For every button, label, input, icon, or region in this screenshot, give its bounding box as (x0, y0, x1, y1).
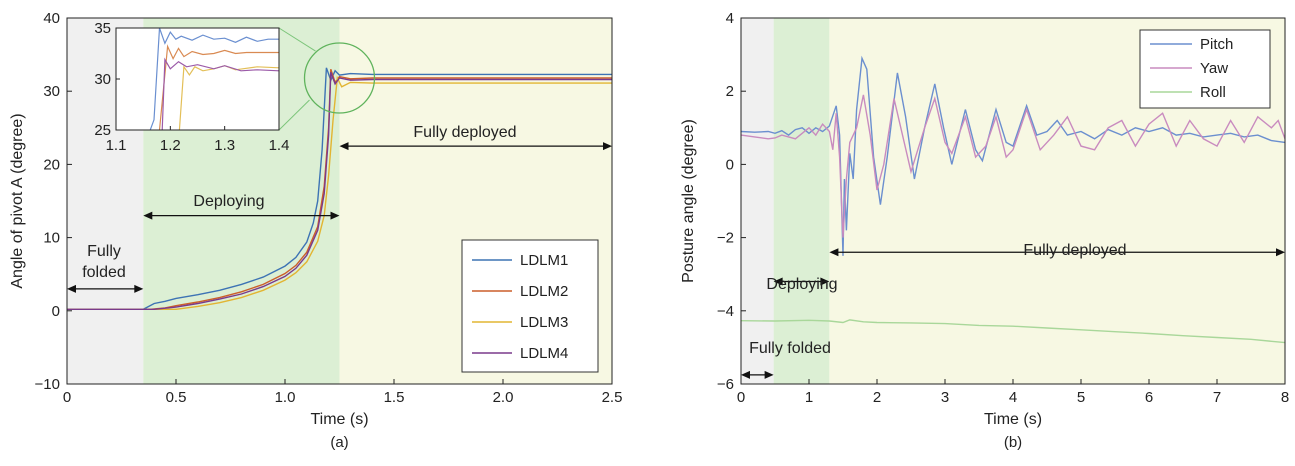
annotation-arrow-deploying-head-right (330, 211, 340, 220)
annotation-arrow-deployed-head-left (339, 142, 349, 151)
annotation-arrow-deploying-head-right (820, 277, 830, 286)
annotation-arrow-deployed-head-right (1276, 248, 1285, 257)
annotation-arrow-deploying-head-left (773, 277, 783, 286)
annotation-label-folded: folded (82, 264, 126, 281)
panel-caption: (a) (330, 434, 348, 451)
annotation-label-folded: Fully (87, 243, 121, 260)
x-tick-label: 6 (1145, 389, 1153, 406)
annotation-label-folded: Fully folded (749, 340, 831, 357)
phase-band-fully-folded (741, 18, 774, 384)
x-tick-label: 4 (1009, 389, 1017, 406)
annotation-arrow-folded-head-right (764, 370, 774, 379)
y-tick-label: −4 (717, 303, 734, 320)
zoom-circle (303, 42, 376, 114)
annotation-arrow-deploying-head-left (143, 211, 153, 220)
inset-series-line-ldlm2 (158, 44, 279, 130)
y-tick-label: −10 (35, 376, 60, 393)
inset-x-tick-label: 1.2 (160, 137, 181, 154)
annotation-label-deploying: Deploying (193, 193, 264, 210)
panel-caption: (b) (1004, 434, 1022, 451)
x-tick-label: 1 (805, 389, 813, 406)
inset-series-group (149, 28, 279, 130)
x-tick-label: 0 (737, 389, 745, 406)
series-line-pitch (741, 55, 1285, 256)
series-group (741, 55, 1285, 344)
phase-band-deploying (773, 18, 830, 384)
series-line-ldlm2 (67, 68, 612, 310)
legend-label-pitch: Pitch (1200, 36, 1233, 53)
inset-y-tick-label: 25 (94, 122, 111, 139)
x-axis-label: Time (s) (310, 411, 368, 428)
annotation-arrow-deployed-head-right (603, 142, 612, 151)
y-axis-label: Posture angle (degree) (680, 119, 697, 283)
y-tick-label: 30 (43, 83, 60, 100)
series-line-ldlm3 (67, 75, 612, 310)
x-tick-label: 0.5 (166, 389, 187, 406)
x-tick-label: 2.0 (493, 389, 514, 406)
y-tick-label: 40 (43, 10, 60, 27)
plot-frame (66, 17, 613, 385)
inset-series-line-ldlm3 (178, 65, 279, 130)
legend-label-ldlm3: LDLM3 (520, 314, 568, 331)
y-tick-label: 4 (726, 10, 734, 27)
series-line-yaw (741, 94, 1285, 238)
y-tick-label: −2 (717, 230, 734, 247)
y-tick-label: 2 (726, 83, 734, 100)
legend-box (1139, 29, 1271, 109)
x-tick-label: 5 (1077, 389, 1085, 406)
series-line-ldlm1 (67, 67, 612, 310)
inset-series-line-ldlm1 (149, 28, 279, 130)
series-line-ldlm4 (67, 71, 612, 310)
series-group (67, 67, 612, 310)
y-tick-label: −6 (717, 376, 734, 393)
x-tick-label: 0 (63, 389, 71, 406)
x-axis-label: Time (s) (984, 411, 1042, 428)
y-tick-label: 10 (43, 230, 60, 247)
zoom-connector-top (278, 27, 316, 52)
x-tick-label: 1.0 (275, 389, 296, 406)
annotation-label-deployed: Fully deployed (1023, 242, 1126, 259)
y-tick-label: 0 (726, 156, 734, 173)
inset-x-tick-label: 1.3 (214, 137, 235, 154)
inset-background (116, 28, 279, 130)
annotation-arrow-folded-head-right (134, 284, 144, 293)
annotation-label-deploying: Deploying (766, 276, 837, 293)
x-tick-label: 8 (1281, 389, 1289, 406)
y-axis-label: Angle of pivot A (degree) (9, 113, 26, 288)
inset-y-tick-label: 35 (94, 20, 111, 37)
legend-box (461, 239, 599, 373)
legend-label-ldlm1: LDLM1 (520, 252, 568, 269)
x-tick-label: 7 (1213, 389, 1221, 406)
x-tick-label: 2 (873, 389, 881, 406)
inset-series-line-ldlm4 (161, 57, 279, 130)
x-tick-label: 1.5 (384, 389, 405, 406)
y-tick-label: 0 (52, 303, 60, 320)
inset-x-tick-label: 1.1 (106, 137, 127, 154)
zoom-connector-bottom (278, 99, 310, 131)
inset-chart: 1.1 1.2 1.3 1.4 25 30 35 (94, 20, 376, 154)
x-tick-label: 2.5 (602, 389, 623, 406)
legend-label-roll: Roll (1200, 84, 1226, 101)
inset-x-tick-label: 1.4 (269, 137, 290, 154)
x-tick-label: 3 (941, 389, 949, 406)
legend-label-yaw: Yaw (1200, 60, 1228, 77)
annotation-arrow-folded-head-left (67, 284, 76, 293)
annotation-label-deployed: Fully deployed (413, 124, 516, 141)
annotation-arrow-folded-head-left (741, 370, 750, 379)
series-line-roll (741, 319, 1285, 344)
y-tick-label: 20 (43, 156, 60, 173)
legend-label-ldlm2: LDLM2 (520, 283, 568, 300)
legend-label-ldlm4: LDLM4 (520, 345, 568, 362)
chart-panel-b: 0 1 2 3 4 5 6 7 8 −6 −4 −2 0 2 4 Time (s) Posture angle … (680, 10, 1289, 451)
annotation-arrow-deployed-head-left (829, 248, 839, 257)
inset-y-tick-label: 30 (94, 71, 111, 88)
